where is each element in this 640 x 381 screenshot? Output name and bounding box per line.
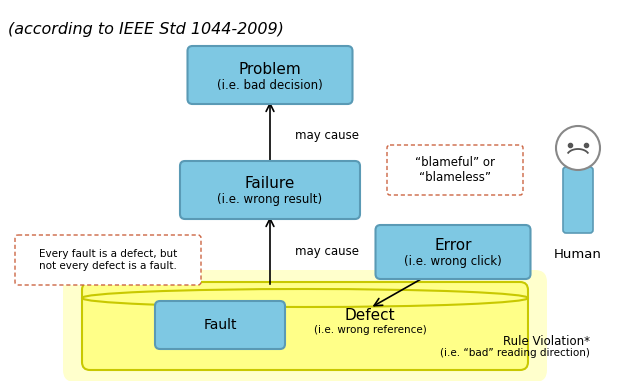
FancyBboxPatch shape	[82, 282, 528, 370]
Text: Problem: Problem	[239, 61, 301, 77]
FancyBboxPatch shape	[376, 225, 531, 279]
Text: may cause: may cause	[295, 128, 359, 141]
Text: Defect: Defect	[345, 307, 396, 322]
Text: (i.e. bad decision): (i.e. bad decision)	[217, 78, 323, 91]
Text: Fault: Fault	[204, 318, 237, 332]
Ellipse shape	[82, 289, 528, 307]
FancyBboxPatch shape	[63, 270, 547, 381]
Text: Error: Error	[435, 239, 472, 253]
FancyBboxPatch shape	[155, 301, 285, 349]
Text: may cause: may cause	[295, 245, 359, 258]
Text: (i.e. wrong result): (i.e. wrong result)	[218, 194, 323, 207]
Text: Rule Violation*: Rule Violation*	[503, 335, 590, 348]
Text: Failure: Failure	[245, 176, 295, 192]
Text: (according to IEEE Std 1044-2009): (according to IEEE Std 1044-2009)	[8, 22, 284, 37]
Text: Every fault is a defect, but
not every defect is a fault.: Every fault is a defect, but not every d…	[39, 249, 177, 271]
FancyBboxPatch shape	[563, 167, 593, 233]
FancyBboxPatch shape	[15, 235, 201, 285]
Text: Human: Human	[554, 248, 602, 261]
FancyBboxPatch shape	[180, 161, 360, 219]
Text: (i.e. “bad” reading direction): (i.e. “bad” reading direction)	[440, 348, 590, 358]
Ellipse shape	[556, 126, 600, 170]
Text: (i.e. wrong reference): (i.e. wrong reference)	[314, 325, 426, 335]
FancyBboxPatch shape	[387, 145, 523, 195]
FancyBboxPatch shape	[188, 46, 353, 104]
Text: may introduce: may introduce	[385, 232, 470, 245]
Text: (i.e. wrong click): (i.e. wrong click)	[404, 256, 502, 269]
Text: “blameful” or
“blameless”: “blameful” or “blameless”	[415, 156, 495, 184]
